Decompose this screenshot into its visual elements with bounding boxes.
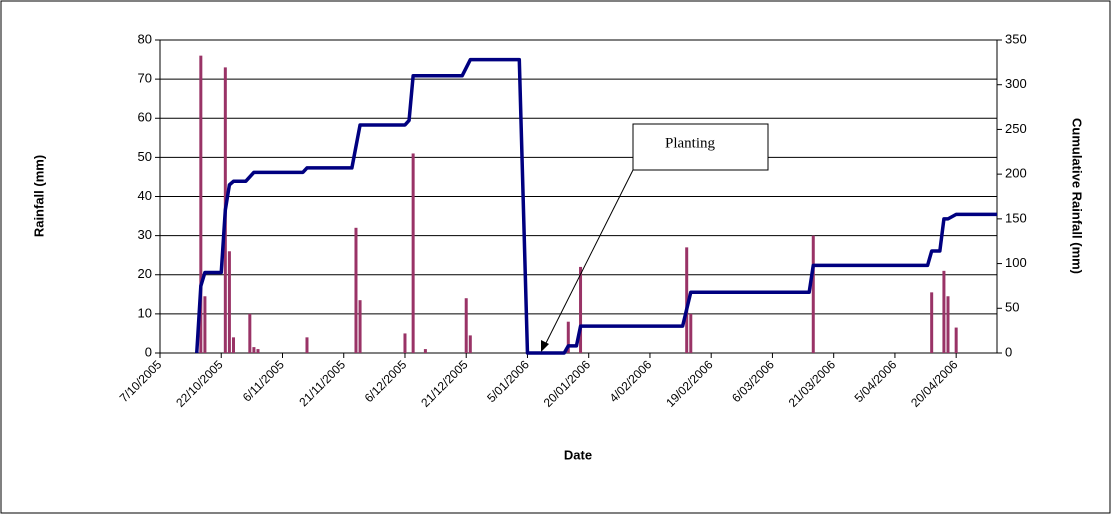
bar bbox=[579, 266, 583, 353]
x-axis-title: Date bbox=[564, 447, 592, 462]
y-tick-label: 40 bbox=[138, 188, 152, 203]
annotation: Planting bbox=[541, 123, 769, 352]
bar bbox=[464, 298, 468, 353]
y2-tick-label: 350 bbox=[1005, 31, 1027, 46]
y2-tick-label: 300 bbox=[1005, 76, 1027, 91]
bar bbox=[227, 251, 231, 353]
bar bbox=[689, 313, 693, 353]
bar bbox=[203, 296, 207, 353]
bar bbox=[946, 296, 950, 353]
y-tick-label: 0 bbox=[145, 344, 152, 359]
cumulative-line bbox=[194, 57, 997, 355]
bar bbox=[954, 327, 958, 353]
annotation-text: Planting bbox=[665, 135, 716, 151]
bar bbox=[199, 55, 203, 354]
y2-tick-label: 100 bbox=[1005, 255, 1027, 270]
y-tick-label: 30 bbox=[138, 227, 152, 242]
y-tick-label: 20 bbox=[138, 266, 152, 281]
bar bbox=[305, 337, 309, 353]
y2-axis-title: Cumulative Rainfall (mm) bbox=[1070, 118, 1085, 274]
y2-tick-label: 150 bbox=[1005, 210, 1027, 225]
annotation-box bbox=[632, 123, 769, 171]
annotation-arrow bbox=[544, 169, 634, 346]
bar bbox=[930, 292, 934, 353]
bar bbox=[358, 300, 362, 353]
bar bbox=[566, 321, 570, 353]
bar bbox=[403, 333, 407, 353]
bar bbox=[231, 337, 235, 353]
arrow-head bbox=[541, 340, 549, 352]
bar bbox=[256, 349, 260, 353]
y2-tick-label: 0 bbox=[1005, 344, 1012, 359]
bar bbox=[248, 313, 252, 353]
bar bbox=[468, 335, 472, 353]
bar bbox=[252, 347, 256, 353]
bar bbox=[411, 153, 415, 353]
y-axis-title: Rainfall (mm) bbox=[31, 155, 46, 237]
bar bbox=[942, 270, 946, 353]
bar bbox=[685, 247, 689, 353]
bar bbox=[423, 349, 427, 353]
y2-tick-label: 50 bbox=[1005, 300, 1019, 315]
y-tick-label: 80 bbox=[138, 31, 152, 46]
y-tick-label: 70 bbox=[138, 71, 152, 86]
y-tick-label: 50 bbox=[138, 149, 152, 164]
bar bbox=[354, 227, 358, 353]
y2-tick-label: 250 bbox=[1005, 121, 1027, 136]
y-tick-label: 10 bbox=[138, 305, 152, 320]
y2-tick-label: 200 bbox=[1005, 166, 1027, 181]
bar bbox=[811, 235, 815, 353]
y-tick-label: 60 bbox=[138, 110, 152, 125]
